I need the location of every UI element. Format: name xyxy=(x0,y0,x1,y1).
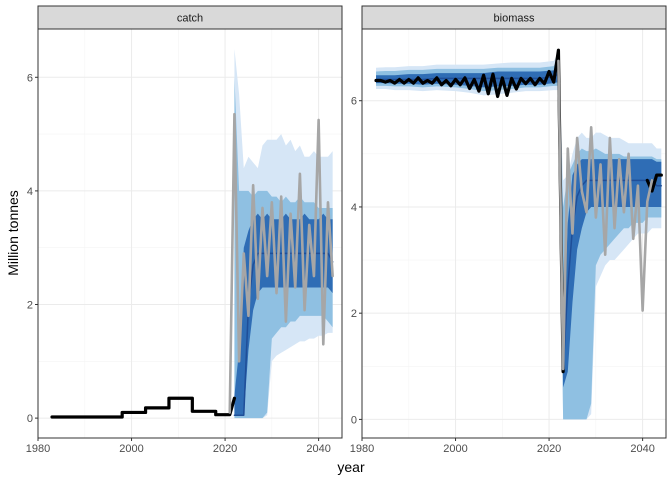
panel-biomass-y-tick-label: 0 xyxy=(351,414,357,426)
panel-biomass-x-tick-label: 2000 xyxy=(443,443,467,455)
panel-catch: catch 0 2 4 6 1980 2000 2020 2040 xyxy=(26,5,343,455)
panel-catch-x-axis: 1980 2000 2020 2040 xyxy=(26,438,331,455)
panel-catch-border xyxy=(37,28,343,439)
panel-biomass-x-tick-label: 2020 xyxy=(537,443,561,455)
panel-catch-y-tick-label: 4 xyxy=(27,186,33,198)
panel-catch-y-tick-label: 0 xyxy=(27,413,33,425)
panel-catch-x-tick-label: 2040 xyxy=(306,443,330,455)
panel-biomass-x-tick-label: 2040 xyxy=(630,443,654,455)
x-axis-title: year xyxy=(337,459,365,475)
y-axis-title: Million tonnes xyxy=(5,190,21,276)
panel-biomass: biomass 0 2 4 6 1980 2000 2020 2040 xyxy=(350,5,667,455)
panel-catch-lines xyxy=(50,112,334,419)
panel-biomass-border xyxy=(361,28,667,439)
panel-biomass-mid-band xyxy=(376,58,662,420)
panel-catch-historical-line xyxy=(50,396,237,419)
panel-catch-y-axis: 0 2 4 6 xyxy=(27,72,38,425)
panel-biomass-y-tick-label: 4 xyxy=(351,202,357,214)
panel-biomass-x-tick-label: 1980 xyxy=(350,443,374,455)
panel-biomass-y-tick-label: 2 xyxy=(351,308,357,320)
panel-catch-iteration-line xyxy=(228,112,334,414)
panel-biomass-x-axis: 1980 2000 2020 2040 xyxy=(350,438,655,455)
panel-catch-title: catch xyxy=(177,13,203,25)
panel-catch-x-tick-label: 2000 xyxy=(119,443,143,455)
panel-biomass-title: biomass xyxy=(494,13,535,25)
panel-catch-x-tick-label: 2020 xyxy=(213,443,237,455)
panel-biomass-y-axis: 0 2 4 6 xyxy=(351,96,362,426)
panel-catch-y-tick-label: 2 xyxy=(27,300,33,312)
panel-biomass-lines xyxy=(374,48,663,374)
panel-catch-y-tick-label: 6 xyxy=(27,72,33,84)
panel-biomass-historical-line xyxy=(374,48,565,374)
panel-catch-x-tick-label: 1980 xyxy=(26,443,50,455)
panel-biomass-iteration-line xyxy=(557,59,654,371)
panel-biomass-y-tick-label: 6 xyxy=(351,96,357,108)
